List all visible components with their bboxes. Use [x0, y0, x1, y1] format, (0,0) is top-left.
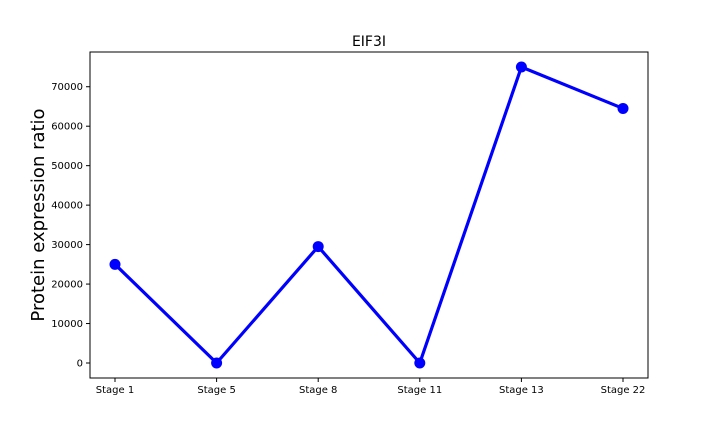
- x-tick-label: Stage 8: [299, 385, 337, 396]
- y-tick-label: 60000: [51, 122, 83, 133]
- y-tick-label: 20000: [51, 280, 83, 291]
- chart-title: EIF3I: [352, 34, 386, 50]
- y-tick-label: 30000: [51, 240, 83, 251]
- y-axis: 0 10000 20000 30000 40000 50000 60000 70000: [51, 82, 90, 370]
- y-tick-label: 0: [77, 359, 83, 370]
- data-point: [617, 102, 629, 114]
- data-point: [414, 357, 426, 369]
- y-tick-label: 40000: [51, 201, 83, 212]
- data-point: [211, 357, 223, 369]
- x-tick-label: Stage 1: [96, 385, 134, 396]
- y-axis-label: Protein expression ratio: [28, 108, 49, 321]
- y-tick-label: 70000: [51, 82, 83, 93]
- data-point: [109, 258, 121, 270]
- data-point: [312, 241, 324, 253]
- series-group: [109, 61, 629, 369]
- series-line: [113, 65, 624, 365]
- y-tick-label: 50000: [51, 161, 83, 172]
- x-tick-label: Stage 22: [601, 385, 646, 396]
- x-axis: Stage 1 Stage 5 Stage 8 Stage 11 Stage 13 Sta…: [96, 378, 646, 396]
- x-tick-label: Stage 13: [499, 385, 544, 396]
- data-point: [515, 61, 527, 73]
- y-tick-label: 10000: [51, 319, 83, 330]
- plot-area: [89, 51, 649, 379]
- x-tick-label: Stage 11: [397, 385, 442, 396]
- x-tick-label: Stage 5: [197, 385, 235, 396]
